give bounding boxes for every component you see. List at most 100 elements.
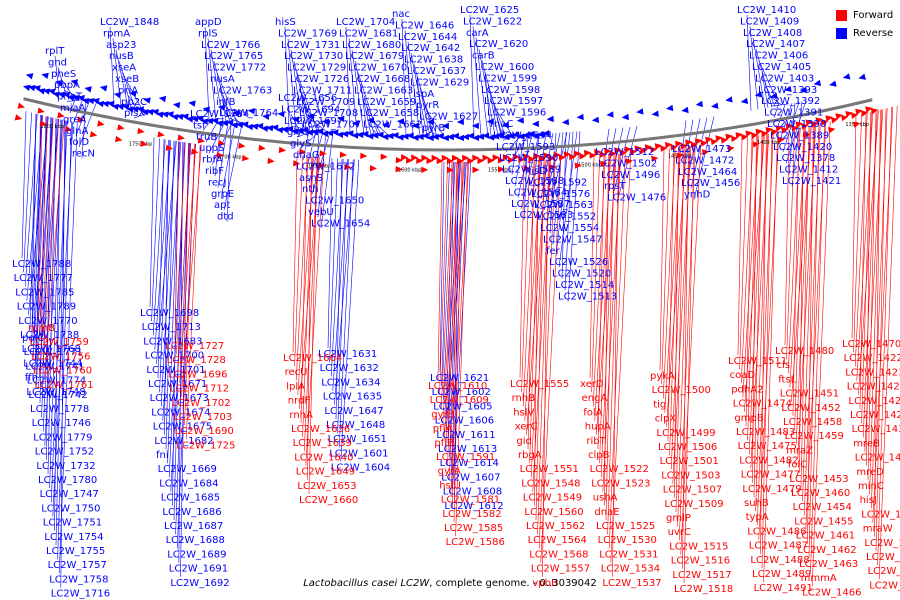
reverse-gene-leader-line — [329, 158, 338, 363]
forward-gene-label: mreB — [853, 438, 880, 449]
reverse-gene-label: LC2W_1646 — [395, 20, 454, 31]
reverse-gene-label: LC2W_1709 — [296, 97, 355, 108]
forward-gene-leader-line — [608, 153, 626, 549]
reverse-gene-label: LC2W_1392 — [761, 96, 820, 107]
reverse-gene-arrow — [472, 134, 480, 141]
reverse-gene-leader-line — [58, 122, 78, 574]
reverse-gene-arrow — [406, 132, 414, 139]
reverse-gene-arrow — [711, 102, 719, 109]
forward-gene-leader-line — [680, 144, 702, 555]
forward-gene-label: mmmA — [801, 573, 837, 584]
forward-gene-label: LC2W_1756 — [31, 351, 90, 362]
reverse-gene-leader-line — [454, 161, 459, 500]
forward-gene-arrow — [845, 110, 853, 118]
reverse-gene-label: LC2W_1592 — [528, 177, 587, 188]
reverse-gene-arrow — [371, 132, 379, 139]
forward-gene-label: LC2W_1475 — [738, 441, 797, 452]
forward-gene-arrow — [421, 154, 429, 161]
reverse-gene-label: LC2W_1669 — [158, 464, 217, 475]
reverse-gene-leader-line — [23, 112, 32, 273]
forward-gene-arrow — [497, 157, 505, 164]
forward-gene-label: LC2W_1562 — [526, 521, 585, 532]
reverse-gene-label: pheS — [51, 69, 76, 80]
reverse-gene-label: LC2W_1601 — [329, 448, 388, 459]
forward-gene-leader-line — [605, 154, 615, 521]
forward-gene-label: rpmB — [28, 323, 55, 334]
reverse-gene-label: LC2W_1627 — [419, 112, 478, 123]
forward-gene-label: clpX — [655, 414, 677, 425]
forward-gene-label: LC2W_1463 — [799, 559, 858, 570]
reverse-gene-label: pp2C — [121, 97, 147, 108]
reverse-gene-arrow — [411, 122, 419, 129]
reverse-gene-label: LC2W_1635 — [323, 392, 382, 403]
reverse-gene-arrow — [426, 118, 434, 126]
forward-gene-arrow — [17, 102, 26, 109]
forward-gene-leader-line — [799, 126, 804, 473]
organism-name: Lactobacillus casei LC2W — [303, 578, 430, 589]
reverse-gene-arrow — [784, 85, 792, 93]
reverse-gene-label: LC2W_1587 — [511, 199, 570, 210]
reverse-gene-arrow — [346, 130, 354, 137]
reverse-gene-arrow — [532, 132, 540, 139]
reverse-gene-leader-line — [360, 83, 368, 135]
forward-gene-leader-line — [739, 137, 748, 370]
reverse-gene-arrow — [281, 126, 289, 133]
reverse-gene-label: LC2W_1687 — [164, 521, 223, 532]
reverse-gene-arrow — [311, 128, 319, 136]
reverse-gene-leader-line — [226, 122, 232, 222]
forward-gene-arrow — [411, 154, 419, 161]
reverse-gene-arrow — [316, 128, 324, 135]
reverse-gene-label: LC2W_1406 — [749, 51, 808, 62]
forward-gene-arrow — [507, 156, 516, 164]
forward-gene-label: LC2W_1649 — [296, 467, 355, 478]
forward-gene-label: LC2W_1564 — [528, 535, 587, 546]
reverse-gene-label: LC2W_1673 — [150, 393, 209, 404]
reverse-gene-label: LC2W_1476 — [607, 193, 666, 204]
forward-gene-arrow — [604, 148, 612, 155]
forward-gene-leader-line — [40, 117, 54, 351]
reverse-gene-arrow — [829, 80, 837, 87]
reverse-gene-label: fni — [156, 450, 169, 461]
forward-gene-label: gid — [516, 436, 531, 447]
reverse-gene-label: LC2W_1472 — [675, 155, 734, 166]
forward-gene-arrow — [676, 152, 684, 159]
reverse-gene-arrow — [55, 79, 63, 87]
forward-gene-arrow — [775, 125, 783, 132]
reverse-gene-label: LC2W_1758 — [49, 574, 108, 585]
reverse-gene-arrow — [754, 91, 763, 98]
reverse-gene-label: rpmA — [103, 28, 130, 39]
reverse-gene-label: vebU — [308, 207, 334, 218]
reverse-gene-label: LC2W_1763 — [213, 85, 272, 96]
reverse-gene-arrow — [381, 121, 389, 129]
reverse-gene-label: LC2W_1704 — [336, 17, 395, 28]
reverse-gene-leader-line — [115, 49, 129, 108]
reverse-gene-label: fer — [546, 246, 561, 257]
reverse-gene-arrow — [451, 132, 459, 140]
gene-arrows — [14, 72, 879, 174]
reverse-gene-leader-line — [47, 118, 57, 475]
forward-gene-label: pflB — [434, 438, 454, 449]
reverse-gene-label: LC2W_1713 — [142, 322, 201, 333]
forward-gene-label: typA — [746, 512, 769, 523]
reverse-gene-label: LC2W_1403 — [755, 73, 814, 84]
reverse-gene-label: LC2W_1681 — [339, 28, 398, 39]
reverse-gene-label: LC2W_1668 — [351, 74, 410, 85]
forward-gene-leader-line — [538, 158, 556, 549]
forward-gene-label: rnhB — [512, 393, 536, 404]
reverse-gene-label: priA — [118, 85, 138, 96]
reverse-gene-leader-line — [616, 126, 638, 203]
forward-gene-label: mraW — [863, 524, 893, 535]
reverse-gene-label: LC2W_1751 — [43, 518, 102, 529]
forward-gene-label: LC2W_1489 — [752, 569, 811, 580]
forward-gene-arrow — [77, 116, 85, 123]
forward-gene-arrow — [258, 144, 266, 152]
scale-tick-label: 1800 kbp — [40, 124, 64, 130]
reverse-gene-arrow — [101, 100, 110, 108]
reverse-gene-arrow — [221, 119, 229, 127]
reverse-gene-leader-line — [118, 61, 136, 109]
forward-gene-label: xerD — [580, 379, 604, 390]
reverse-gene-arrow — [381, 133, 389, 141]
reverse-gene-label: LC2W_1748 — [26, 387, 85, 398]
reverse-gene-leader-line — [610, 127, 624, 180]
reverse-gene-label: LC2W_1552 — [537, 212, 596, 223]
